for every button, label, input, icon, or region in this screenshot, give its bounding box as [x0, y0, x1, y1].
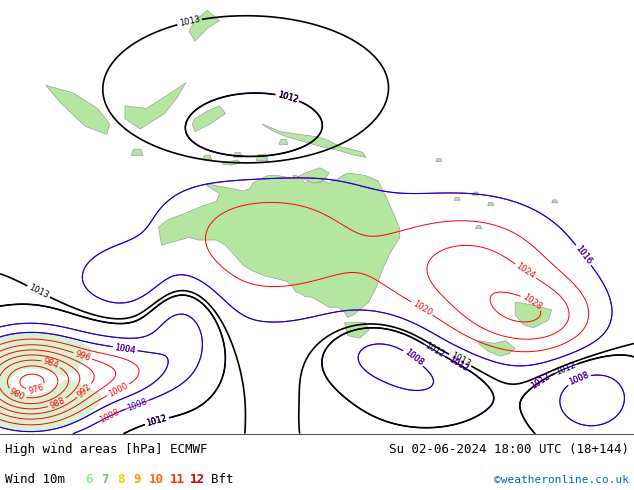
- Text: ©weatheronline.co.uk: ©weatheronline.co.uk: [494, 475, 629, 485]
- Text: 976: 976: [27, 383, 45, 395]
- Text: 12: 12: [190, 473, 205, 487]
- Text: 1020: 1020: [411, 299, 433, 318]
- Text: 1012: 1012: [529, 372, 552, 391]
- Text: 1012: 1012: [276, 90, 299, 104]
- Text: 1028: 1028: [521, 292, 543, 311]
- Text: 992: 992: [76, 382, 94, 399]
- Text: 1016: 1016: [574, 244, 593, 267]
- Polygon shape: [515, 302, 552, 328]
- Text: Bft: Bft: [210, 473, 233, 487]
- Polygon shape: [125, 83, 186, 129]
- Text: 988: 988: [48, 395, 67, 411]
- Polygon shape: [454, 197, 460, 200]
- Text: High wind areas [hPa] ECMWF: High wind areas [hPa] ECMWF: [5, 443, 207, 456]
- Polygon shape: [344, 322, 369, 338]
- Polygon shape: [479, 341, 515, 356]
- Text: 1004: 1004: [114, 343, 136, 355]
- Text: 1012: 1012: [447, 355, 470, 373]
- Text: 1012: 1012: [146, 414, 168, 428]
- Text: 10: 10: [149, 473, 164, 487]
- Polygon shape: [488, 202, 494, 205]
- Text: 7: 7: [101, 473, 109, 487]
- Text: 1012: 1012: [276, 90, 299, 104]
- Text: 1012: 1012: [555, 360, 578, 377]
- Polygon shape: [189, 10, 219, 41]
- Text: 1008: 1008: [567, 370, 590, 387]
- Polygon shape: [436, 158, 442, 162]
- Polygon shape: [472, 192, 479, 195]
- Text: 1008: 1008: [98, 408, 121, 425]
- Text: 1016: 1016: [574, 244, 593, 267]
- Text: 1008: 1008: [403, 348, 425, 368]
- Text: 996: 996: [74, 349, 92, 363]
- Text: 1008: 1008: [567, 370, 590, 387]
- Text: 1012: 1012: [146, 414, 168, 428]
- Text: 1013: 1013: [178, 15, 201, 28]
- Text: 984: 984: [42, 356, 60, 370]
- Text: 6: 6: [86, 473, 93, 487]
- Text: 1008: 1008: [126, 397, 149, 413]
- Text: 1004: 1004: [114, 343, 136, 355]
- Text: 1012: 1012: [276, 90, 299, 104]
- Polygon shape: [131, 149, 143, 155]
- Polygon shape: [476, 225, 482, 229]
- Text: 1024: 1024: [514, 262, 537, 281]
- Polygon shape: [279, 140, 288, 144]
- Text: 1013: 1013: [449, 351, 472, 369]
- Text: Su 02-06-2024 18:00 UTC (18+144): Su 02-06-2024 18:00 UTC (18+144): [389, 443, 629, 456]
- Text: 1000: 1000: [107, 381, 130, 399]
- Text: 1008: 1008: [403, 348, 425, 368]
- Polygon shape: [192, 106, 226, 132]
- Text: 1013: 1013: [27, 283, 50, 300]
- Polygon shape: [46, 85, 110, 134]
- Polygon shape: [158, 173, 400, 318]
- Polygon shape: [203, 155, 212, 160]
- Polygon shape: [233, 152, 242, 157]
- Text: 11: 11: [169, 473, 184, 487]
- Text: 1012: 1012: [447, 355, 470, 373]
- Polygon shape: [552, 200, 558, 203]
- Text: 980: 980: [8, 387, 26, 402]
- Polygon shape: [256, 154, 268, 161]
- Text: 1012: 1012: [529, 372, 552, 391]
- Text: Wind 10m: Wind 10m: [5, 473, 65, 487]
- Polygon shape: [262, 124, 366, 157]
- Polygon shape: [293, 168, 329, 183]
- Text: 9: 9: [133, 473, 141, 487]
- Text: 8: 8: [117, 473, 125, 487]
- Text: 1012: 1012: [424, 341, 446, 360]
- Text: 1012: 1012: [146, 414, 168, 428]
- Polygon shape: [223, 160, 241, 165]
